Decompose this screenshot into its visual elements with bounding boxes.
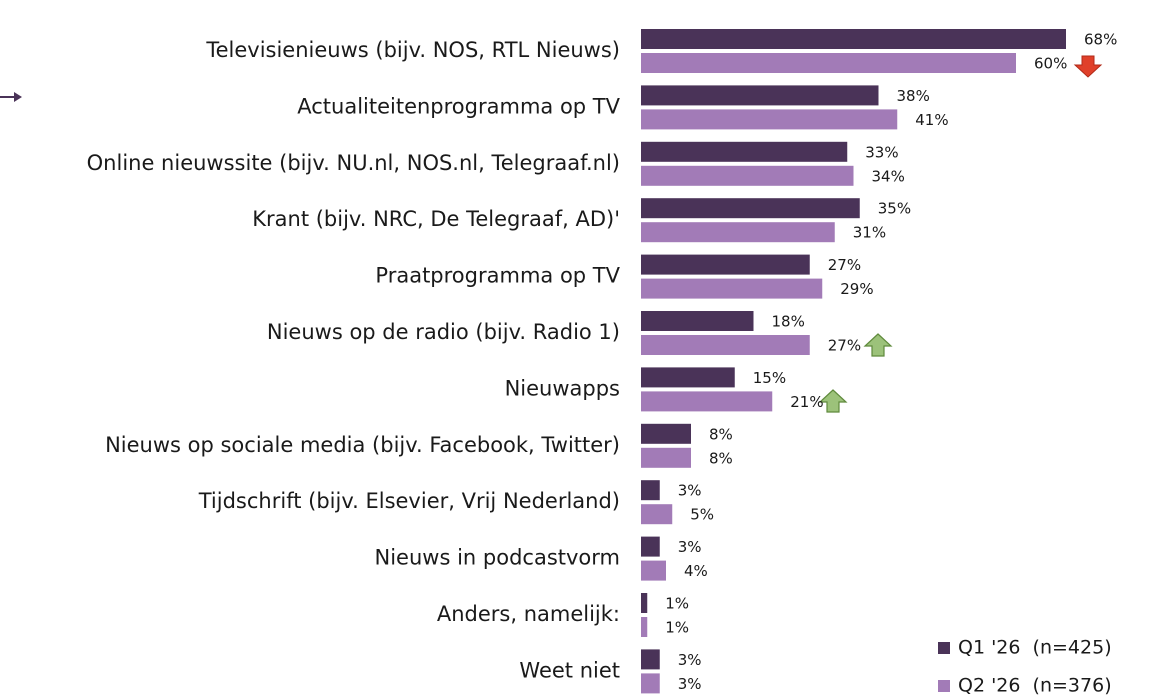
bar: [641, 198, 860, 219]
category-label: Tijdschrift (bijv. Elsevier, Vrij Nederl…: [198, 489, 620, 513]
bar: [641, 480, 660, 501]
bar: [641, 29, 1066, 49]
bar: [641, 109, 898, 130]
value-label: 60%: [1034, 55, 1067, 73]
value-label: 41%: [915, 111, 948, 129]
bar: [641, 311, 754, 331]
category-label: Nieuws op sociale media (bijv. Facebook,…: [105, 433, 620, 457]
value-label: 4%: [684, 562, 708, 580]
legend-swatch: [938, 642, 950, 654]
value-label: 3%: [678, 538, 702, 556]
up-arrow: [863, 333, 893, 357]
value-label: 18%: [772, 313, 805, 331]
value-label: 3%: [678, 675, 702, 693]
value-label: 35%: [878, 200, 911, 218]
category-label: Nieuws in podcastvorm: [375, 546, 620, 570]
bar: [641, 278, 823, 299]
value-label: 1%: [665, 619, 689, 637]
bar: [641, 335, 810, 355]
bar: [641, 367, 735, 388]
category-label: Krant (bijv. NRC, De Telegraaf, AD)': [252, 207, 620, 231]
legend-swatch: [938, 680, 950, 692]
bar: [641, 165, 854, 186]
bar: [641, 560, 666, 581]
up-arrow: [818, 389, 848, 413]
value-label: 38%: [897, 87, 930, 105]
bar: [641, 447, 691, 468]
value-label: 68%: [1084, 31, 1117, 49]
value-label: 33%: [865, 143, 898, 161]
bar: [641, 53, 1016, 73]
value-label: 21%: [790, 393, 823, 411]
value-label: 3%: [678, 482, 702, 500]
category-label: Weet niet: [519, 658, 620, 682]
value-label: 3%: [678, 651, 702, 669]
bar: [641, 649, 660, 670]
legend-label: Q1 '26 (n=425): [958, 637, 1112, 659]
value-label: 27%: [828, 256, 861, 274]
down-arrow: [1073, 55, 1103, 78]
bar: [641, 85, 879, 106]
value-label: 15%: [753, 369, 786, 387]
category-label: Anders, namelijk:: [437, 602, 620, 626]
value-label: 1%: [665, 595, 689, 613]
bar: [641, 141, 848, 162]
bar: [641, 222, 835, 243]
value-label: 34%: [872, 167, 905, 185]
bar: [641, 617, 648, 637]
value-label: 8%: [709, 449, 733, 467]
category-label: Nieuws op de radio (bijv. Radio 1): [267, 320, 620, 344]
value-label: 27%: [828, 337, 861, 355]
value-label: 29%: [840, 280, 873, 298]
category-label: Actualiteitenprogramma op TV: [297, 94, 620, 118]
category-label: Nieuwapps: [505, 376, 620, 400]
bar: [641, 254, 810, 275]
value-label: 31%: [853, 224, 886, 242]
bar: [641, 423, 691, 444]
value-label: 8%: [709, 425, 733, 443]
bar: [641, 391, 773, 412]
category-label: Online nieuwssite (bijv. NU.nl, NOS.nl, …: [87, 151, 620, 175]
category-label: Televisienieuws (bijv. NOS, RTL Nieuws): [205, 38, 620, 62]
category-label: Praatprogramma op TV: [375, 264, 620, 288]
bar: [641, 504, 673, 525]
value-label: 5%: [690, 506, 714, 524]
bar: [641, 536, 660, 557]
decor-arrow: [0, 92, 22, 102]
bar: [641, 593, 648, 613]
legend-label: Q2 '26 (n=376): [958, 675, 1112, 697]
bar: [641, 673, 660, 694]
